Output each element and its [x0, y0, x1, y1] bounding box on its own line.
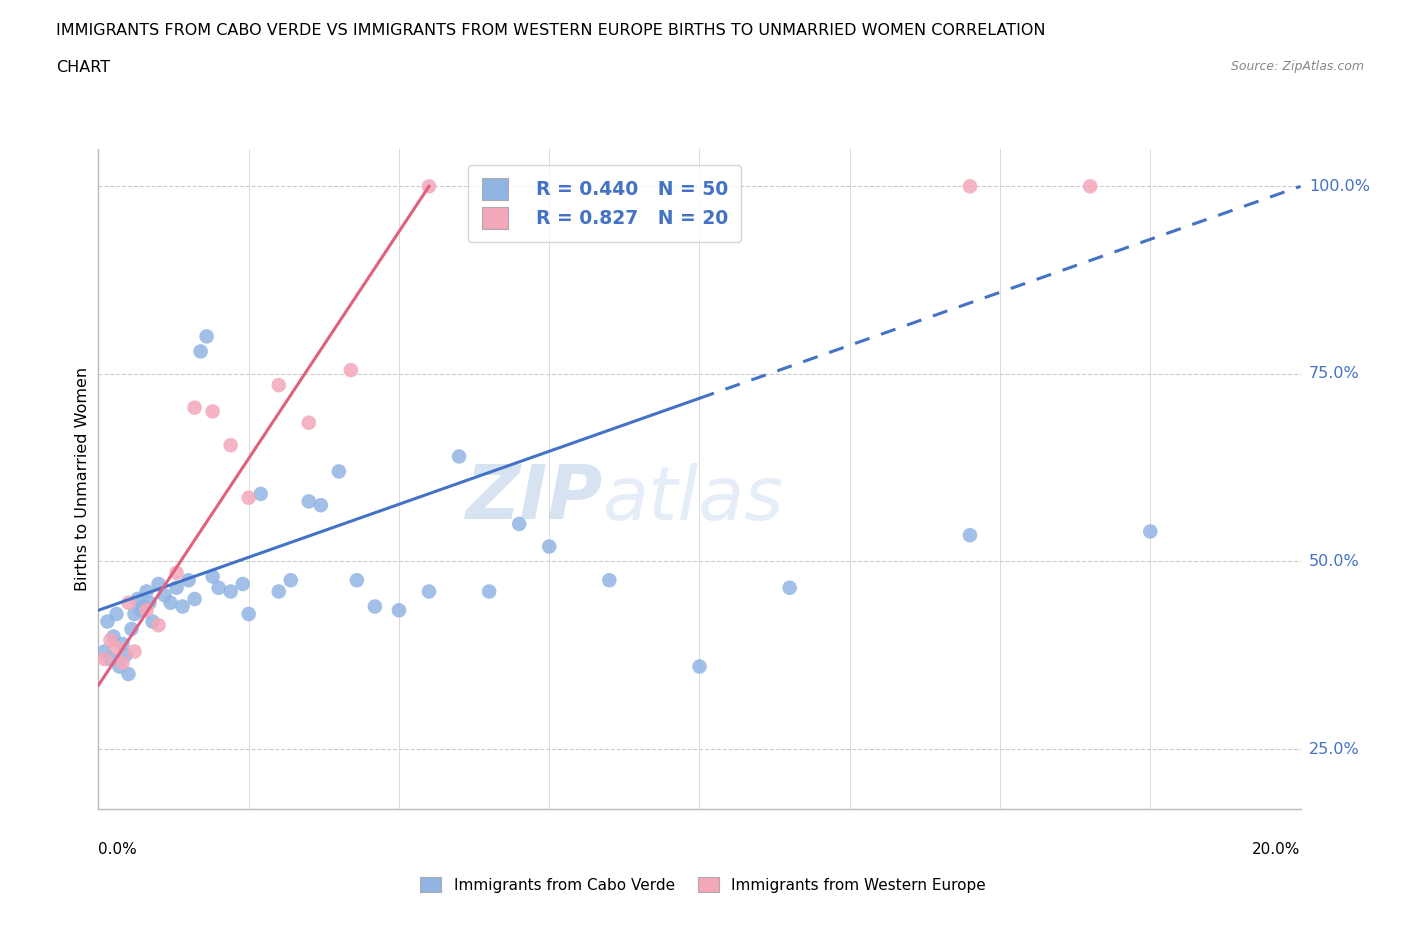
Point: [127, 591, 149, 606]
Point: [111, 656, 134, 671]
Point: [141, 614, 163, 629]
Text: 25.0%: 25.0%: [1309, 741, 1360, 757]
Point: [309, 498, 332, 512]
Point: [100, 632, 122, 647]
Text: 100.0%: 100.0%: [1309, 179, 1369, 193]
Point: [93, 644, 115, 659]
Point: [124, 606, 146, 621]
Point: [201, 569, 224, 584]
Legend:   R = 0.440   N = 50,   R = 0.827   N = 20: R = 0.440 N = 50, R = 0.827 N = 20: [468, 165, 741, 242]
Point: [959, 528, 981, 543]
Point: [111, 636, 134, 651]
Text: 75.0%: 75.0%: [1309, 366, 1360, 381]
Point: [508, 516, 530, 531]
Point: [364, 599, 387, 614]
Point: [117, 667, 139, 682]
Text: IMMIGRANTS FROM CABO VERDE VS IMMIGRANTS FROM WESTERN EUROPE BIRTHS TO UNMARRIED: IMMIGRANTS FROM CABO VERDE VS IMMIGRANTS…: [56, 23, 1046, 38]
Text: CHART: CHART: [56, 60, 110, 75]
Point: [114, 648, 136, 663]
Point: [232, 577, 254, 591]
Point: [96, 614, 118, 629]
Point: [238, 490, 260, 505]
Point: [280, 573, 302, 588]
Point: [267, 378, 290, 392]
Point: [117, 595, 139, 610]
Point: [688, 659, 710, 674]
Point: [121, 621, 143, 636]
Point: [183, 400, 205, 415]
Point: [100, 652, 122, 667]
Point: [219, 584, 242, 599]
Point: [478, 179, 501, 193]
Legend: Immigrants from Cabo Verde, Immigrants from Western Europe: Immigrants from Cabo Verde, Immigrants f…: [413, 871, 993, 899]
Point: [132, 599, 155, 614]
Point: [135, 584, 157, 599]
Point: [538, 539, 561, 554]
Point: [190, 344, 212, 359]
Point: [346, 573, 368, 588]
Point: [166, 565, 188, 580]
Point: [298, 494, 321, 509]
Point: [208, 580, 231, 595]
Point: [129, 603, 152, 618]
Point: [328, 464, 350, 479]
Point: [1139, 524, 1161, 538]
Point: [124, 644, 146, 659]
Point: [598, 573, 620, 588]
Point: [418, 179, 440, 193]
Point: [93, 652, 115, 667]
Point: [159, 595, 181, 610]
Point: [135, 603, 157, 618]
Text: 50.0%: 50.0%: [1309, 554, 1360, 569]
Point: [153, 588, 176, 603]
Point: [103, 629, 125, 644]
Point: [298, 415, 321, 430]
Point: [166, 580, 188, 595]
Point: [388, 603, 411, 618]
Point: [201, 404, 224, 418]
Text: 0.0%: 0.0%: [98, 842, 138, 857]
Point: [219, 438, 242, 453]
Point: [105, 641, 128, 656]
Point: [177, 573, 200, 588]
Point: [478, 584, 501, 599]
Point: [138, 595, 160, 610]
Text: 20.0%: 20.0%: [1253, 842, 1301, 857]
Point: [172, 599, 194, 614]
Point: [340, 363, 363, 378]
Point: [447, 449, 470, 464]
Text: Source: ZipAtlas.com: Source: ZipAtlas.com: [1230, 60, 1364, 73]
Point: [105, 606, 128, 621]
Point: [238, 606, 260, 621]
Point: [959, 179, 981, 193]
Point: [249, 486, 271, 501]
Point: [1078, 179, 1101, 193]
Point: [267, 584, 290, 599]
Text: atlas: atlas: [603, 463, 785, 535]
Point: [195, 329, 218, 344]
Point: [183, 591, 205, 606]
Point: [779, 580, 801, 595]
Point: [418, 584, 440, 599]
Text: ZIP: ZIP: [465, 462, 603, 536]
Point: [148, 618, 170, 632]
Y-axis label: Births to Unmarried Women: Births to Unmarried Women: [75, 367, 90, 591]
Point: [148, 577, 170, 591]
Point: [108, 659, 131, 674]
